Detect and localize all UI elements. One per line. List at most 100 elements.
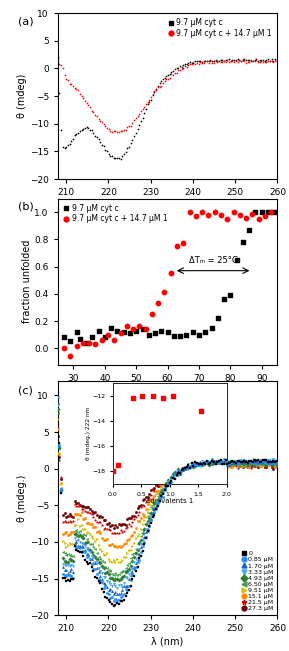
Point <box>220 459 225 469</box>
Point <box>256 457 260 467</box>
Point <box>143 324 148 335</box>
Point <box>232 460 236 471</box>
Point <box>62 332 66 342</box>
Point <box>244 460 248 471</box>
Point <box>144 519 148 529</box>
Point <box>64 516 68 527</box>
Point <box>229 458 233 469</box>
Point <box>218 457 223 467</box>
Point <box>196 459 201 469</box>
Point <box>271 456 275 467</box>
Point <box>235 458 240 468</box>
Point <box>152 506 157 517</box>
Point <box>112 152 116 163</box>
Point <box>100 568 104 578</box>
Point <box>266 457 271 467</box>
Point <box>232 456 236 466</box>
Point <box>74 497 79 508</box>
Point <box>137 516 142 526</box>
Point <box>161 477 165 488</box>
Point <box>166 478 170 489</box>
Point <box>135 510 140 520</box>
Point <box>84 536 89 547</box>
Point <box>120 527 125 537</box>
Point <box>259 458 264 469</box>
Point <box>132 514 136 524</box>
Point <box>83 501 87 512</box>
Point <box>137 555 142 565</box>
Point <box>198 458 203 469</box>
Point <box>57 443 62 454</box>
Point <box>128 120 133 131</box>
Point <box>213 462 218 472</box>
Point <box>101 549 106 559</box>
Point <box>227 458 231 469</box>
Point <box>200 57 204 67</box>
Point <box>234 457 238 467</box>
Point <box>264 458 269 469</box>
Point <box>206 210 211 220</box>
Point <box>222 459 226 469</box>
Point <box>193 461 197 471</box>
Point <box>101 515 106 525</box>
Point <box>159 326 164 336</box>
Point <box>203 55 208 66</box>
Point <box>242 458 247 469</box>
Point <box>137 501 142 511</box>
Point <box>234 456 238 466</box>
Point <box>261 460 265 470</box>
Point <box>84 534 89 544</box>
Point <box>71 527 75 537</box>
Point <box>249 458 253 469</box>
Point <box>139 513 143 523</box>
Point <box>240 458 245 469</box>
Point <box>220 457 225 467</box>
Point <box>191 460 196 471</box>
Point <box>166 475 170 486</box>
Point <box>86 559 91 569</box>
Point <box>69 551 74 561</box>
Point <box>81 542 86 553</box>
Point <box>166 480 170 491</box>
Point <box>205 457 209 467</box>
Point <box>89 559 94 569</box>
Point <box>269 456 274 467</box>
Point <box>67 570 72 580</box>
Point <box>273 461 277 471</box>
Point <box>239 457 243 467</box>
Point <box>178 468 182 478</box>
Point <box>122 589 126 600</box>
Point <box>147 521 152 531</box>
Point <box>69 555 74 565</box>
Point <box>112 335 116 345</box>
Point <box>106 329 110 340</box>
Point <box>213 458 218 468</box>
Point <box>193 458 197 468</box>
Point <box>130 569 135 579</box>
Point <box>251 459 255 469</box>
Point <box>179 462 184 473</box>
Point <box>118 592 123 603</box>
Point <box>256 459 260 469</box>
Point <box>225 55 230 65</box>
Point <box>147 521 152 532</box>
Point <box>222 55 226 66</box>
Point <box>115 326 120 336</box>
Point <box>162 481 167 492</box>
Point <box>181 60 186 70</box>
Point <box>266 459 271 469</box>
Point <box>254 458 259 468</box>
Point <box>100 140 104 150</box>
Point <box>232 459 236 469</box>
Point <box>67 575 72 586</box>
Point <box>106 577 111 587</box>
Point <box>155 81 160 92</box>
Point <box>256 460 260 470</box>
Point <box>108 540 113 550</box>
Point <box>127 142 131 152</box>
X-axis label: λ (nm): λ (nm) <box>151 636 184 646</box>
Point <box>112 575 116 585</box>
Point <box>244 55 248 65</box>
Point <box>181 464 186 474</box>
Point <box>162 484 167 495</box>
